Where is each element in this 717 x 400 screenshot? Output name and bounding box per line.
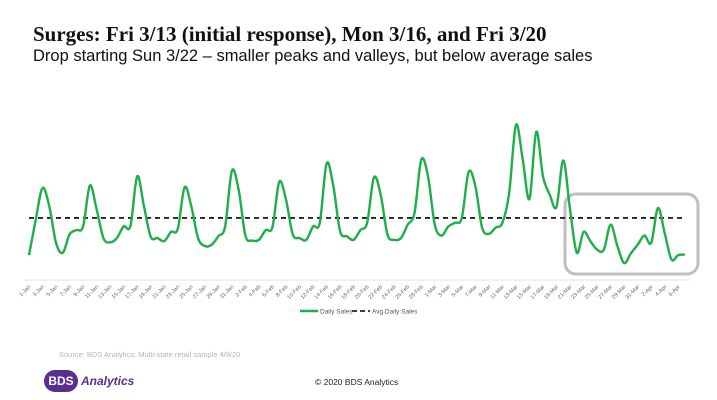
- x-tick-label: 7-Jan: [59, 284, 73, 298]
- x-tick-label: 31-Jan: [219, 284, 235, 300]
- x-tick-label: 1-Jan: [18, 284, 32, 298]
- logo-wordmark: Analytics: [81, 374, 135, 388]
- copyright: © 2020 BDS Analytics: [315, 377, 399, 387]
- legend-label-daily-sales: Daily Sales: [320, 309, 353, 316]
- x-tick-label: 5-Mar: [451, 284, 466, 299]
- x-tick-label: 15-Jan: [111, 284, 127, 300]
- x-tick-label: 29-Jan: [206, 284, 222, 300]
- x-tick-labels: 1-Jan 3-Jan 5-Jan 7-Jan 9-Jan11-Jan13-Jan15-…: [18, 284, 681, 301]
- legend: Daily Sales Avg.Daily Sales: [300, 309, 418, 316]
- x-tick-label: 2-Feb: [234, 284, 248, 298]
- x-tick-label: 21-Jan: [152, 284, 168, 300]
- x-tick-label: 1-Mar: [424, 284, 439, 299]
- x-tick-label: 31-Mar: [625, 284, 642, 301]
- bds-analytics-logo: BDS Analytics: [44, 370, 134, 392]
- x-tick-label: 5-Jan: [45, 284, 59, 298]
- source-note: Source: BDS Analytics: Multi-state retai…: [59, 350, 241, 359]
- x-tick-label: 7-Mar: [464, 284, 479, 299]
- x-tick-label: 17-Jan: [124, 284, 140, 300]
- x-tick-label: 25-Jan: [179, 284, 195, 300]
- x-tick-label: 19-Jan: [138, 284, 154, 300]
- slide-title: Surges: Fri 3/13 (initial response), Mon…: [33, 22, 547, 46]
- legend-label-avg-daily-sales: Avg.Daily Sales: [372, 309, 418, 316]
- x-tick-label: 3-Mar: [437, 284, 452, 299]
- logo-mark: BDS: [44, 370, 78, 392]
- x-tick-label: 4-Feb: [248, 284, 262, 298]
- x-tick-label: 13-Jan: [97, 284, 113, 300]
- highlight-box: [563, 192, 700, 276]
- x-tick-label: 6-Feb: [261, 284, 275, 298]
- x-tick-label: 4-Apr: [654, 284, 668, 298]
- x-tick-label: 23-Jan: [165, 284, 181, 300]
- slide-subtitle: Drop starting Sun 3/22 – smaller peaks a…: [33, 47, 593, 65]
- daily-sales-line: [27, 123, 686, 265]
- x-tick-label: 28-Feb: [408, 284, 425, 301]
- x-tick-label: 3-Jan: [32, 284, 46, 298]
- x-tick-label: 2-Apr: [641, 284, 655, 298]
- x-tick-label: 27-Jan: [192, 284, 208, 300]
- x-tick-label: 6-Apr: [668, 284, 682, 298]
